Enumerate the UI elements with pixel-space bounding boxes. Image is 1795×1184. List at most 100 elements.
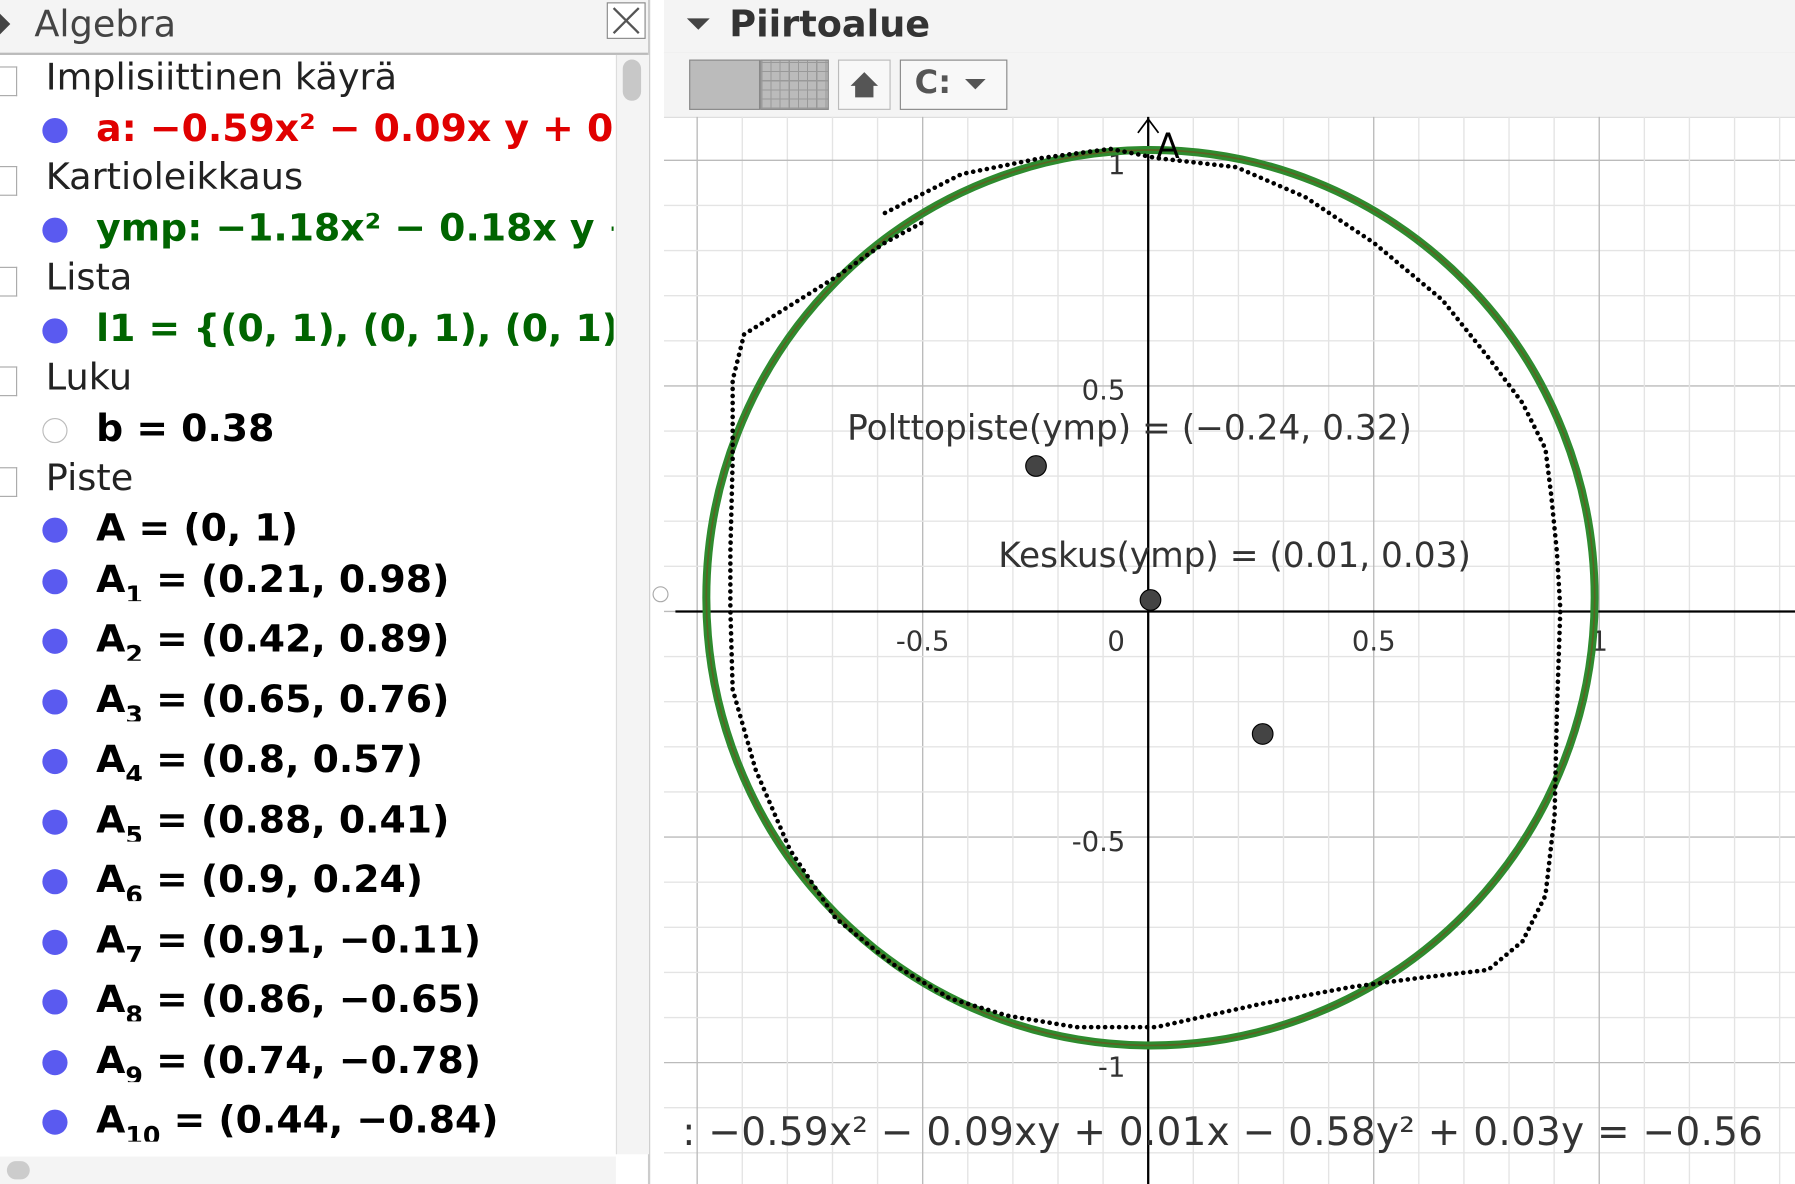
algebra-item: A5 = (0.88, 0.41): [96, 797, 613, 842]
item-name: a: −0.59x² − 0.09x y + 0.0: [96, 105, 614, 151]
hscrollbar: [0, 1156, 616, 1184]
collapse-triangle[interactable]: [686, 18, 710, 30]
item-name: A: [96, 856, 126, 902]
visibility-toggle[interactable]: [42, 628, 68, 654]
grid-button[interactable]: [760, 59, 829, 110]
home-icon: [850, 72, 879, 98]
visibility-toggle[interactable]: [42, 869, 68, 895]
item-name: A: [96, 917, 126, 962]
scrollbar-thumb[interactable]: [622, 59, 642, 101]
home-button[interactable]: [837, 59, 891, 110]
item-name: ymp: −1.18x² − 0.18x y −: [96, 204, 614, 250]
menu-button[interactable]: C:: [899, 59, 1008, 110]
algebra-item: A3 = (0.65, 0.76): [96, 677, 613, 722]
item-name: b = 0.38: [96, 405, 275, 451]
item-subscript: 9: [125, 1062, 143, 1083]
y-tick-label: -0.5: [1072, 827, 1126, 858]
collapse-toggle[interactable]: [0, 266, 18, 297]
algebra-item: A9 = (0.74, −0.78): [96, 1037, 613, 1082]
algebra-item: A1 = (0.21, 0.98): [96, 557, 613, 602]
algebra-panel: Algebra Implisiittinen käyrä a: −0.59x² −…: [0, 0, 651, 1184]
group-heading: Lista: [45, 255, 133, 299]
item-name: A: [96, 736, 126, 781]
group-heading: Kartioleikkaus: [45, 154, 304, 199]
item-value: = (0.44, −0.84): [160, 1096, 499, 1142]
item-name: l1 = {(0, 1), (0, 1), (0, 1), (: [96, 305, 614, 351]
group-heading: Implisiittinen käyrä: [45, 54, 398, 99]
y-tick-label: 0.5: [1082, 376, 1126, 407]
item-subscript: 3: [125, 701, 143, 722]
visibility-toggle[interactable]: [42, 1050, 68, 1076]
center-label: Keskus(ymp) = (0.01, 0.03): [998, 536, 1471, 576]
item-value: = (0.65, 0.76): [142, 676, 450, 722]
item-value: = (0.9, 0.24): [142, 856, 424, 902]
visibility-toggle[interactable]: [42, 689, 68, 715]
item-subscript: 10: [125, 1122, 161, 1142]
visibility-toggle[interactable]: [42, 929, 68, 955]
focus-point: [1025, 455, 1047, 477]
algebra-item: A8 = (0.86, −0.65): [96, 977, 613, 1022]
close-icon: [612, 7, 640, 35]
item-subscript: 7: [125, 942, 143, 962]
algebra-title: Algebra: [34, 2, 177, 46]
visibility-toggle[interactable]: [42, 989, 68, 1015]
list-points: [728, 146, 1563, 1030]
item-subscript: 8: [125, 1001, 143, 1022]
item-subscript: 4: [125, 761, 143, 781]
visibility-toggle[interactable]: [42, 748, 68, 775]
item-name: A: [96, 1037, 126, 1083]
divider-handle[interactable]: [652, 586, 669, 603]
item-subscript: 6: [125, 881, 143, 902]
visibility-toggle[interactable]: [42, 417, 68, 444]
graphics-header: [663, 0, 1795, 54]
visibility-toggle[interactable]: [42, 569, 68, 595]
axes-button[interactable]: [689, 59, 761, 110]
visibility-toggle[interactable]: [42, 318, 68, 344]
algebra-item: A10 = (0.44, −0.84): [96, 1097, 613, 1142]
algebra-item: A = (0, 1): [96, 505, 613, 550]
x-tick-label: -0.5: [896, 626, 950, 657]
collapse-toggle[interactable]: [0, 166, 18, 196]
visibility-toggle[interactable]: [42, 809, 68, 835]
visibility-toggle[interactable]: [42, 117, 68, 144]
collapse-toggle[interactable]: [0, 467, 18, 497]
algebra-item: b = 0.38: [96, 405, 613, 450]
item-value: = (0.88, 0.41): [142, 796, 450, 842]
item-name: A: [96, 556, 126, 602]
item-value: = (0.8, 0.57): [142, 736, 424, 781]
item-subscript: 1: [125, 581, 143, 602]
menu-arrow: [965, 79, 986, 90]
x-tick-label: 0: [1107, 626, 1124, 657]
point-label: A: [1156, 127, 1180, 167]
algebra-header: [0, 0, 648, 55]
algebra-item: a: −0.59x² − 0.09x y + 0.0: [96, 105, 613, 150]
algebra-item: l1 = {(0, 1), (0, 1), (0, 1), (: [96, 306, 613, 351]
algebra-item: A6 = (0.9, 0.24): [96, 857, 613, 902]
scrollbar-track: [615, 54, 650, 1155]
item-name: A: [96, 976, 126, 1022]
item-value: = (0.86, −0.65): [142, 976, 482, 1022]
focus-point: [1251, 723, 1274, 745]
collapse-toggle[interactable]: [0, 366, 18, 397]
close-button[interactable]: [606, 2, 646, 39]
item-name: A: [96, 616, 126, 661]
equation-label: : −0.59x² − 0.09xy + 0.01x − 0.58y² + 0.…: [682, 1110, 1763, 1155]
collapse-triangle[interactable]: [0, 13, 11, 35]
collapse-toggle[interactable]: [0, 66, 18, 97]
item-name: A: [96, 676, 126, 722]
menu-text: C:: [914, 62, 952, 101]
algebra-item: A4 = (0.8, 0.57): [96, 736, 613, 781]
toolbar: C:: [663, 52, 1795, 118]
visibility-toggle[interactable]: [42, 517, 68, 543]
item-value: = (0.74, −0.78): [142, 1037, 482, 1083]
algebra-item: A7 = (0.91, −0.11): [96, 917, 613, 962]
visibility-toggle[interactable]: [42, 217, 68, 243]
graphics-title: Piirtoalue: [729, 2, 931, 46]
implicit-curve-a: [705, 149, 1596, 1047]
algebra-item: A2 = (0.42, 0.89): [96, 616, 613, 661]
y-tick-label: -1: [1098, 1052, 1125, 1083]
focus-label: Polttopiste(ymp) = (−0.24, 0.32): [847, 409, 1412, 449]
visibility-toggle[interactable]: [42, 1109, 68, 1135]
